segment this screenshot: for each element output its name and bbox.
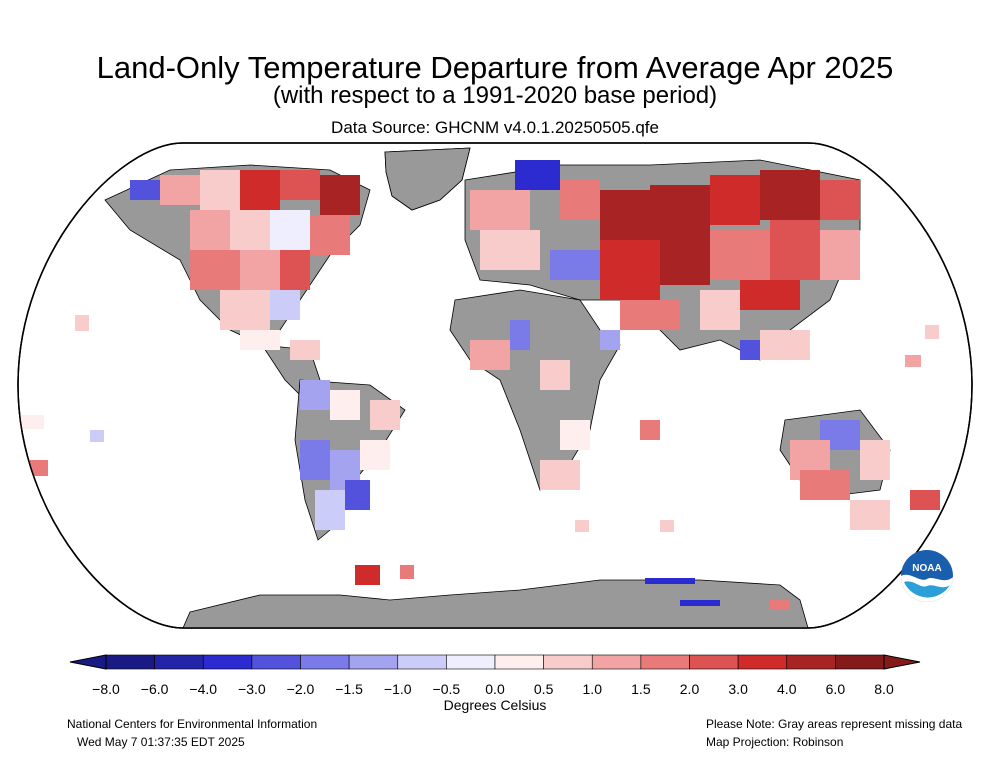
legend-arrow-low	[69, 654, 107, 670]
legend-swatch	[543, 654, 593, 670]
legend-tick-label: −1.5	[335, 681, 363, 697]
legend-swatch	[640, 654, 690, 670]
legend-tick-label: 1.0	[583, 681, 603, 697]
legend-tick-label: 3.0	[728, 681, 748, 697]
legend-swatch	[446, 654, 496, 670]
map-title: Land-Only Temperature Departure from Ave…	[96, 50, 894, 85]
footer-missing-note: Please Note: Gray areas represent missin…	[706, 717, 963, 731]
footer-timestamp: Wed May 7 01:37:35 EDT 2025	[77, 735, 245, 749]
legend-swatch	[591, 654, 642, 670]
legend-swatch	[300, 654, 350, 670]
legend-tick-label: −1.0	[384, 681, 412, 697]
legend-arrow-high	[883, 654, 921, 670]
legend-tick-label: 0.0	[485, 681, 505, 697]
footer-agency: National Centers for Environmental Infor…	[67, 717, 318, 731]
legend-swatch	[154, 654, 204, 670]
legend-swatch	[202, 654, 253, 670]
noaa-logo-text: NOAA	[912, 563, 941, 574]
legend-tick-label: −6.0	[141, 681, 169, 697]
map-subtitle: (with respect to a 1991-2020 base period…	[272, 82, 718, 109]
legend-tick-label: −4.0	[189, 681, 217, 697]
legend-tick-label: 6.0	[826, 681, 846, 697]
legend-tick-label: −0.5	[433, 681, 461, 697]
legend-swatch	[737, 654, 788, 670]
legend-swatch	[397, 654, 447, 670]
legend-swatch	[689, 654, 739, 670]
data-source-line: Data Source: GHCNM v4.0.1.20250505.qfe	[331, 118, 659, 137]
legend-tick-label: 2.0	[680, 681, 700, 697]
legend-swatch	[105, 654, 155, 670]
legend-tick-label: −8.0	[92, 681, 120, 697]
legend-swatch	[835, 654, 885, 670]
color-scale-legend: −8.0 −6.0 −4.0 −3.0 −2.0 −1.5 −1.0 −0.5 0.0 0.5 1.…	[69, 654, 921, 697]
footer-projection: Map Projection: Robinson	[706, 735, 844, 749]
legend-swatch	[348, 654, 399, 670]
legend-swatch	[494, 654, 544, 670]
greenland	[384, 147, 471, 211]
legend-tick-label: 4.0	[777, 681, 797, 697]
legend-swatch	[251, 654, 301, 670]
legend-tick-label: 8.0	[874, 681, 894, 697]
legend-title: Degrees Celsius	[443, 697, 547, 713]
anomaly-grid	[20, 160, 940, 610]
legend-tick-label: 1.5	[631, 681, 651, 697]
noaa-logo-icon: NOAA	[901, 550, 953, 602]
legend-tick-label: −2.0	[287, 681, 315, 697]
legend-tick-label: 0.5	[534, 681, 554, 697]
legend-swatch	[786, 654, 836, 670]
legend-tick-label: −3.0	[238, 681, 266, 697]
